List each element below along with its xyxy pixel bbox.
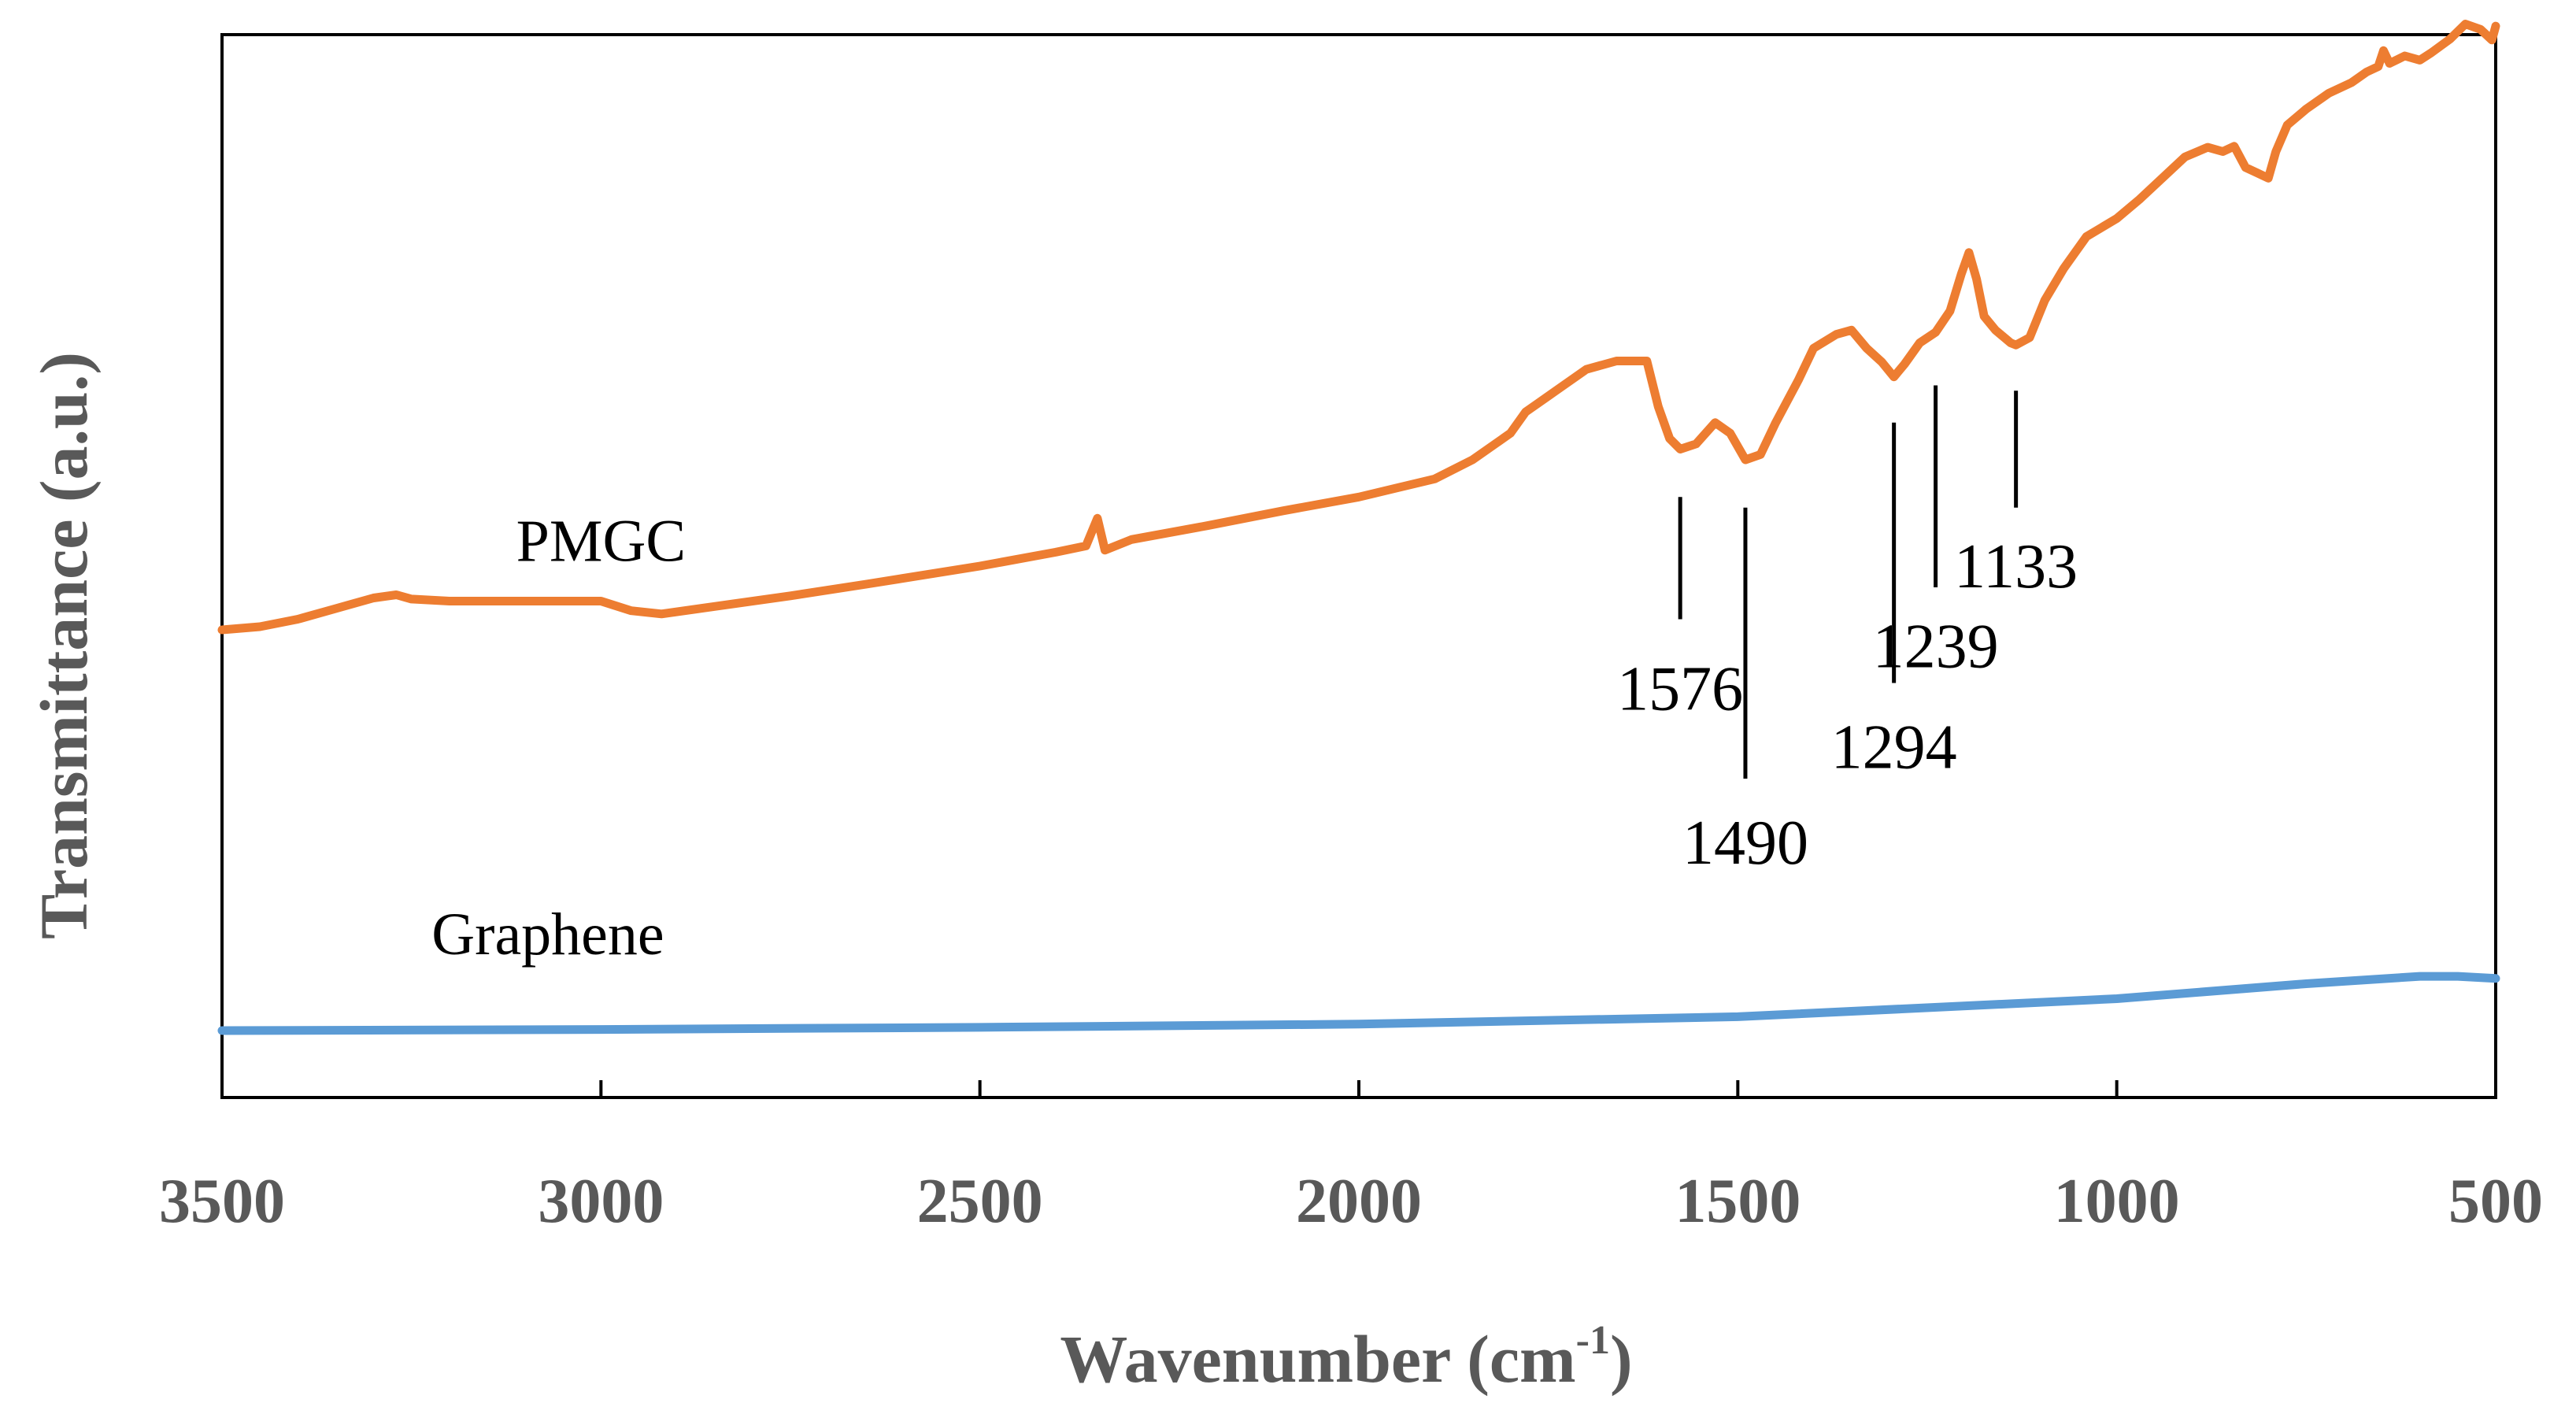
peak-label-1490: 1490	[1682, 809, 1808, 878]
series-layer	[217, 20, 2500, 1035]
series-label-graphene: Graphene	[431, 901, 664, 968]
series-label-pmgc: PMGC	[516, 508, 686, 574]
series-labels: PMGC Graphene	[431, 508, 686, 968]
x-tick-label: 3000	[538, 1167, 664, 1236]
x-axis-title: Wavenumber (cm-1)	[1060, 1318, 1632, 1397]
x-tick-label: 1500	[1675, 1167, 1801, 1236]
peak-annotations: 1576 1490 1294 1239 1133	[1617, 385, 2078, 878]
x-tick-label: 2500	[917, 1167, 1043, 1236]
peak-label-1239: 1239	[1873, 612, 1999, 681]
x-tick-label: 1000	[2054, 1167, 2180, 1236]
peak-label-1133: 1133	[1954, 532, 2078, 602]
x-tick-label: 500	[2448, 1167, 2543, 1236]
peak-label-1294: 1294	[1831, 713, 1957, 783]
series-line-pmgc	[217, 20, 2500, 635]
x-tick-label: 3500	[159, 1167, 285, 1236]
x-tick-label: 2000	[1296, 1167, 1422, 1236]
series-line-graphene	[217, 972, 2500, 1035]
peak-label-1576: 1576	[1617, 654, 1743, 724]
x-axis-ticks: 3500 3000 2500 2000 1500 1000 500	[159, 1080, 2543, 1236]
y-axis-title: Transmittance (a.u.)	[26, 352, 102, 939]
